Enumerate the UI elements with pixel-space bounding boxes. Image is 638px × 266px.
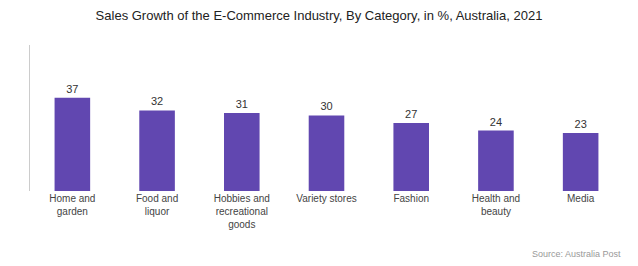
svg-text:27: 27 <box>405 108 417 120</box>
svg-text:Variety stores: Variety stores <box>296 193 356 204</box>
svg-text:37: 37 <box>66 83 78 95</box>
svg-text:Source: Australia Post: Source: Australia Post <box>532 249 621 259</box>
svg-text:32: 32 <box>151 95 163 107</box>
svg-text:Sales Growth of the E-Commerce: Sales Growth of the E-Commerce Industry,… <box>96 8 543 23</box>
svg-text:Fashion: Fashion <box>393 193 429 204</box>
svg-text:31: 31 <box>236 98 248 110</box>
svg-text:Media: Media <box>567 193 595 204</box>
svg-text:Home andgarden: Home andgarden <box>49 193 95 217</box>
svg-text:30: 30 <box>320 100 332 112</box>
svg-text:Health andbeauty: Health andbeauty <box>472 193 520 217</box>
svg-text:23: 23 <box>575 118 587 130</box>
svg-text:24: 24 <box>490 116 502 128</box>
svg-text:Hobbies andrecreationalgoods: Hobbies andrecreationalgoods <box>214 193 270 230</box>
svg-text:Food andliquor: Food andliquor <box>136 193 178 217</box>
